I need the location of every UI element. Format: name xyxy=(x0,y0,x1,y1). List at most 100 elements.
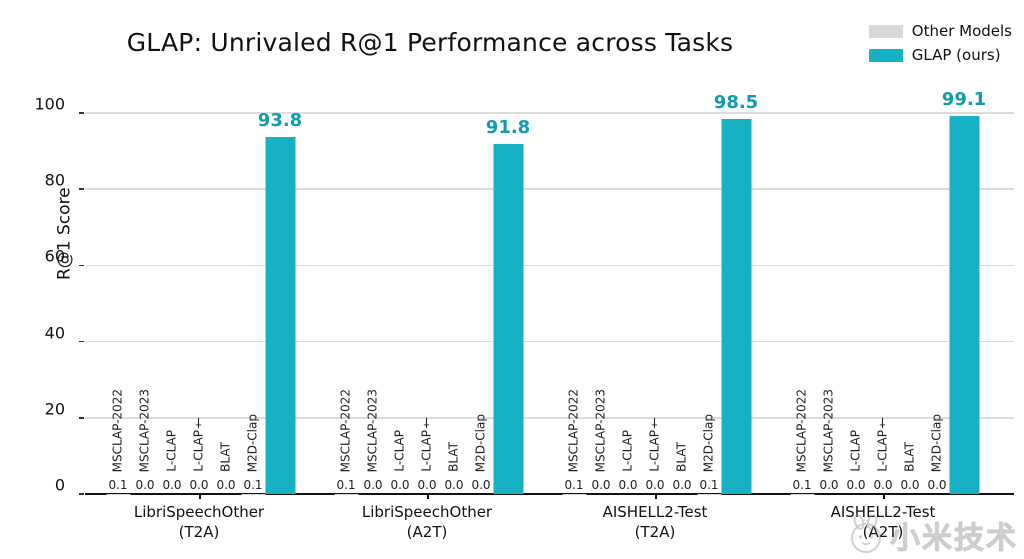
model-name-label: MSCLAP-2022 xyxy=(566,388,580,472)
model-name-label: L-CLAP xyxy=(620,430,634,472)
x-category-label: AISHELL2-Test (A2T) xyxy=(830,503,936,541)
x-tick-mark xyxy=(199,494,201,499)
other-model-value-label: 0.0 xyxy=(591,478,611,492)
bar-slot-MSCLAP-2022: MSCLAP-2022 0.1 xyxy=(789,95,816,494)
model-name-label: L-CLAP xyxy=(392,430,406,472)
model-name-label: BLAT xyxy=(674,442,688,472)
legend-item-glap: GLAP (ours) xyxy=(868,46,1012,64)
other-model-value-label: 0.0 xyxy=(216,478,236,492)
bar-slot-glap: 98.5 xyxy=(714,92,758,494)
other-model-value-label: 0.0 xyxy=(390,478,410,492)
other-models-swatch-icon xyxy=(868,24,903,38)
bar-slot-MSCLAP-2022: MSCLAP-2022 0.1 xyxy=(105,95,132,494)
glap-bar xyxy=(721,118,751,494)
model-name-label: L-CLAP† xyxy=(191,416,205,472)
y-tick-label-60: 60 xyxy=(44,246,65,266)
bar-slot-M2D-Clap: M2D-Clap 0.1 xyxy=(696,95,723,494)
model-name-label: BLAT xyxy=(902,442,916,472)
glap-bar xyxy=(493,144,523,494)
bar-slot-L-CLAP†: L-CLAP† 0.0 xyxy=(870,95,897,494)
bars-row: MSCLAP-2022 0.1 MSCLAP-2023 0.0 L-CLAP 0.0 L-C… xyxy=(333,95,530,494)
model-name-label: L-CLAP xyxy=(848,430,862,472)
x-tick-mark xyxy=(655,494,657,499)
other-model-value-label: 0.0 xyxy=(363,478,383,492)
bar-slot-glap: 99.1 xyxy=(942,89,986,494)
bar-slot-L-CLAP†: L-CLAP† 0.0 xyxy=(186,95,213,494)
other-model-value-label: 0.0 xyxy=(900,478,920,492)
y-tick-mark-0 xyxy=(79,493,84,495)
glap-value-label: 99.1 xyxy=(941,89,987,111)
bars-row: MSCLAP-2022 0.1 MSCLAP-2023 0.0 L-CLAP 0.0 L-C… xyxy=(105,95,302,494)
model-name-label: M2D-Clap xyxy=(473,413,487,472)
glap-value-label: 93.8 xyxy=(257,109,303,131)
bar-slot-glap: 93.8 xyxy=(258,95,302,494)
y-tick-label-0: 0 xyxy=(54,475,65,495)
legend: Other Models GLAP (ours) xyxy=(868,22,1012,64)
legend-item-other-models: Other Models xyxy=(868,22,1012,40)
other-model-value-label: 0.0 xyxy=(645,478,665,492)
other-model-value-label: 0.0 xyxy=(873,478,893,492)
bar-slot-M2D-Clap: M2D-Clap 0.1 xyxy=(240,95,267,494)
gridline-y100 xyxy=(85,112,1014,114)
glap-value-label: 98.5 xyxy=(713,91,759,113)
model-name-label: M2D-Clap xyxy=(245,413,259,472)
bar-slot-L-CLAP†: L-CLAP† 0.0 xyxy=(642,95,669,494)
other-model-value-label: 0.0 xyxy=(672,478,692,492)
model-name-label: BLAT xyxy=(446,442,460,472)
y-tick-mark-40 xyxy=(79,340,84,343)
y-tick-mark-20 xyxy=(79,417,84,419)
bar-slot-BLAT: BLAT 0.0 xyxy=(897,95,924,494)
x-category-label: LibriSpeechOther (T2A) xyxy=(133,503,265,541)
bar-slot-BLAT: BLAT 0.0 xyxy=(213,95,240,494)
glap-bar xyxy=(265,136,295,494)
other-model-value-label: 0.0 xyxy=(819,478,839,492)
x-tick-mark xyxy=(883,494,885,499)
bar-slot-BLAT: BLAT 0.0 xyxy=(441,95,468,494)
bar-slot-MSCLAP-2023: MSCLAP-2023 0.0 xyxy=(132,95,159,494)
model-name-label: MSCLAP-2023 xyxy=(365,388,379,472)
glap-value-label: 91.8 xyxy=(485,117,531,139)
bar-slot-glap: 91.8 xyxy=(486,95,530,494)
bar-group-4: MSCLAP-2022 0.1 MSCLAP-2023 0.0 L-CLAP 0.0 L-C… xyxy=(769,89,997,541)
other-model-value-label: 0.1 xyxy=(336,478,356,492)
y-tick-label-80: 80 xyxy=(44,170,65,190)
model-name-label: L-CLAP xyxy=(164,430,178,472)
bar-slot-MSCLAP-2022: MSCLAP-2022 0.1 xyxy=(333,95,360,494)
y-tick-mark-60 xyxy=(79,264,84,267)
other-model-value-label: 0.0 xyxy=(189,478,209,492)
x-axis-line xyxy=(85,493,1014,495)
chart-title: GLAP: Unrivaled R@1 Performance across T… xyxy=(126,28,734,57)
other-model-value-label: 0.1 xyxy=(792,478,812,492)
bar-slot-BLAT: BLAT 0.0 xyxy=(669,95,696,494)
bar-group-2: MSCLAP-2022 0.1 MSCLAP-2023 0.0 L-CLAP 0.0 L-C… xyxy=(313,95,541,541)
glap-swatch-icon xyxy=(868,48,903,62)
legend-label-other-models: Other Models xyxy=(911,22,1012,40)
model-name-label: MSCLAP-2023 xyxy=(593,388,607,472)
model-name-label: M2D-Clap xyxy=(929,413,943,472)
bar-slot-L-CLAP: L-CLAP 0.0 xyxy=(615,95,642,494)
y-axis-title: R@1 Score xyxy=(54,187,75,280)
bar-slot-MSCLAP-2022: MSCLAP-2022 0.1 xyxy=(561,95,588,494)
bar-groups: MSCLAP-2022 0.1 MSCLAP-2023 0.0 L-CLAP 0.0 L-C… xyxy=(85,89,997,541)
bar-slot-M2D-Clap: M2D-Clap 0.0 xyxy=(468,95,495,494)
model-name-label: MSCLAP-2022 xyxy=(338,388,352,472)
plot-area: MSCLAP-2022 0.1 MSCLAP-2023 0.0 L-CLAP 0.0 L-C… xyxy=(34,89,1014,541)
bar-slot-MSCLAP-2023: MSCLAP-2023 0.0 xyxy=(360,95,387,494)
x-category-label: AISHELL2-Test (T2A) xyxy=(602,503,708,541)
bar-group-3: MSCLAP-2022 0.1 MSCLAP-2023 0.0 L-CLAP 0.0 L-C… xyxy=(541,92,769,541)
y-tick-mark-80 xyxy=(79,188,84,190)
model-name-label: L-CLAP† xyxy=(875,416,889,472)
gridline-y40 xyxy=(85,340,1014,343)
bar-group-1: MSCLAP-2022 0.1 MSCLAP-2023 0.0 L-CLAP 0.0 L-C… xyxy=(85,95,313,541)
gridline-y20 xyxy=(85,417,1014,419)
bar-slot-L-CLAP: L-CLAP 0.0 xyxy=(159,95,186,494)
bar-slot-L-CLAP†: L-CLAP† 0.0 xyxy=(414,95,441,494)
other-model-value-label: 0.0 xyxy=(162,478,182,492)
other-model-value-label: 0.0 xyxy=(927,478,947,492)
bar-slot-M2D-Clap: M2D-Clap 0.0 xyxy=(924,95,951,494)
model-name-label: BLAT xyxy=(218,442,232,472)
other-model-value-label: 0.0 xyxy=(846,478,866,492)
other-model-value-label: 0.0 xyxy=(444,478,464,492)
other-model-value-label: 0.0 xyxy=(471,478,491,492)
